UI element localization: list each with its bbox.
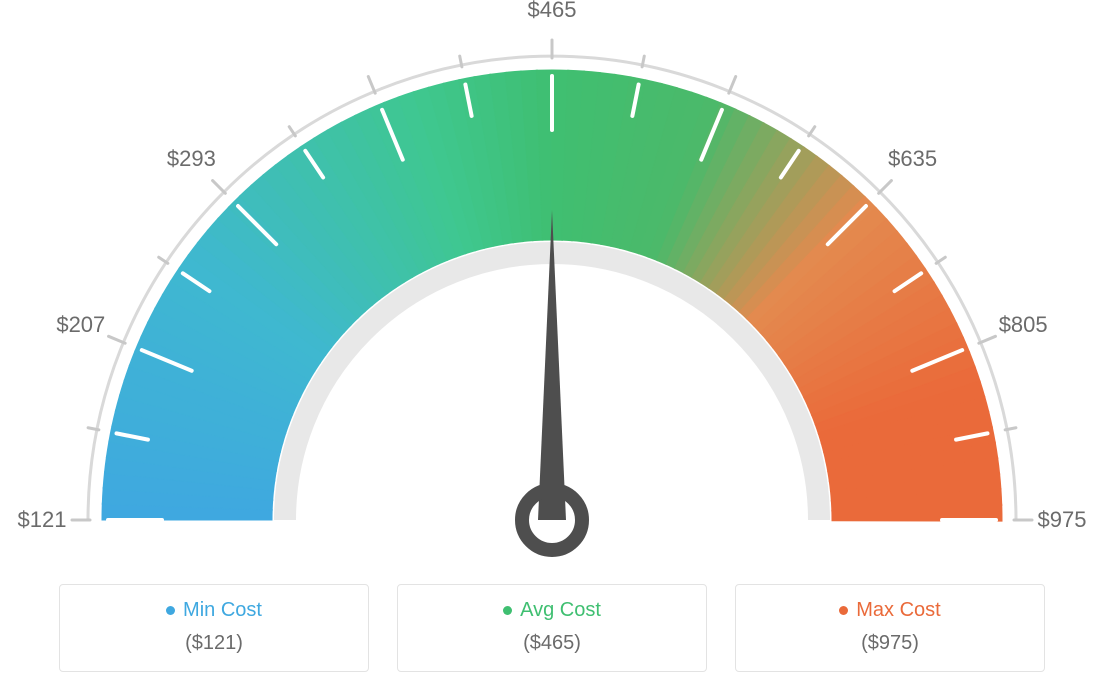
cost-gauge-chart: $121 $207 $293 $465 $635 $805 $975: [0, 0, 1104, 560]
gauge-tick-label: $975: [1038, 507, 1087, 533]
legend-card-avg: Avg Cost ($465): [397, 584, 707, 672]
gauge-tick-label: $465: [528, 0, 577, 23]
gauge-tick-label: $635: [888, 146, 937, 172]
legend-dot-avg: [503, 606, 512, 615]
gauge-svg: [0, 0, 1104, 560]
legend-label-avg: Avg Cost: [520, 599, 601, 622]
legend-row: Min Cost ($121) Avg Cost ($465) Max Cost…: [0, 584, 1104, 672]
legend-title-max: Max Cost: [839, 599, 940, 622]
legend-dot-min: [166, 606, 175, 615]
legend-value-min: ($121): [60, 632, 368, 655]
gauge-tick-label: $805: [999, 312, 1048, 338]
legend-card-min: Min Cost ($121): [59, 584, 369, 672]
legend-label-max: Max Cost: [856, 599, 940, 622]
legend-dot-max: [839, 606, 848, 615]
gauge-tick-label: $121: [18, 507, 67, 533]
legend-title-avg: Avg Cost: [503, 599, 601, 622]
legend-label-min: Min Cost: [183, 599, 262, 622]
gauge-tick-label: $207: [56, 312, 105, 338]
legend-title-min: Min Cost: [166, 599, 262, 622]
legend-value-max: ($975): [736, 632, 1044, 655]
legend-card-max: Max Cost ($975): [735, 584, 1045, 672]
gauge-tick-label: $293: [167, 146, 216, 172]
legend-value-avg: ($465): [398, 632, 706, 655]
